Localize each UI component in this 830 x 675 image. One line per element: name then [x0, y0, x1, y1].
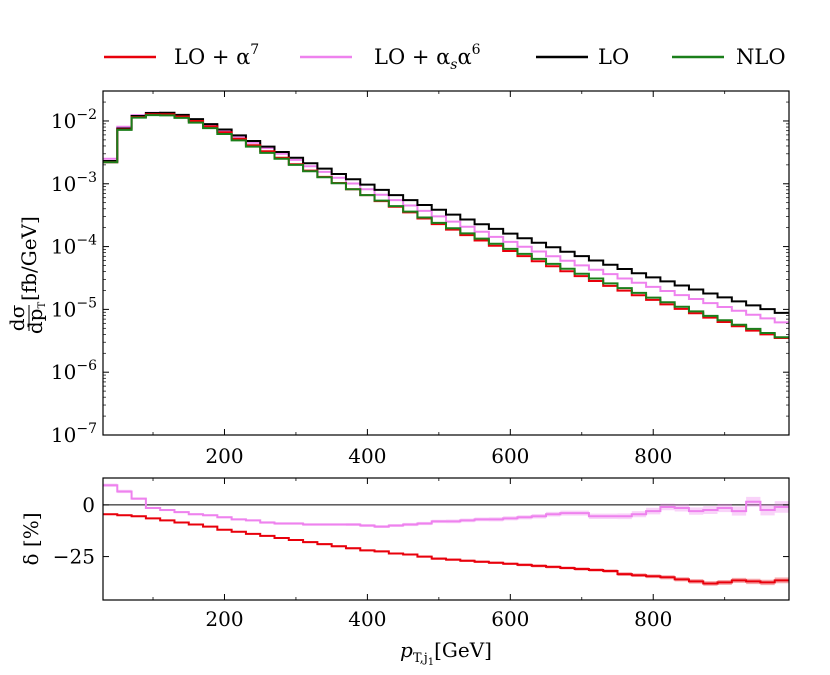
xlabel-symbol: p [400, 638, 413, 662]
main-ytick-exponent: −2 [76, 107, 97, 123]
ratio-ytick-label: 0 [82, 493, 95, 517]
legend-label-sub: s [450, 57, 457, 73]
ratio-line-lo_a7 [103, 513, 789, 585]
main-ytick-base: 10 [51, 423, 76, 447]
ratio-ylabel-rotated: δ [%] [19, 512, 43, 565]
series-line-lo [103, 111, 789, 314]
main-xtick-label: 400 [348, 444, 386, 468]
main-ytick-exponent: −7 [76, 421, 97, 437]
ratio-plot-frame [102, 477, 790, 601]
legend-label-text: LO + α [174, 45, 250, 69]
main-ytick-base: 10 [51, 297, 76, 321]
ratio-ytick-label: −25 [53, 545, 95, 569]
legend-label-sup: 6 [472, 42, 481, 58]
ratio-y-axis-label: δ [%] [19, 512, 43, 565]
xlabel-text: pT,j1[GeV] [400, 638, 492, 668]
main-ytick-exponent: −3 [76, 170, 97, 186]
main-ytick-base: 10 [51, 109, 76, 133]
ratio-xtick-label: 200 [205, 607, 243, 631]
ratio-line-lo_asa6 [103, 484, 789, 528]
main-ytick-label: 10−3 [51, 170, 97, 196]
main-ytick-base: 10 [51, 235, 76, 259]
ylabel-fraction-numerator: dσ [5, 304, 29, 331]
ratio-band-lo_a7 [103, 513, 789, 586]
ratio-xtick-label: 800 [634, 607, 672, 631]
main-xtick-label: 200 [205, 444, 243, 468]
legend-label-lo: LO [598, 45, 629, 69]
legend-entry-lo_asa6: LO + αsα6 [300, 42, 481, 73]
xlabel-subsubscript: 1 [428, 657, 434, 668]
legend-label-lo_a7: LO + α7 [174, 42, 259, 69]
xlabel-subscript: T,j [413, 651, 428, 666]
main-ytick-base: 10 [51, 172, 76, 196]
main-plot-frame [102, 90, 790, 436]
legend: LO + α7 LO + αsα6 LO NLO [104, 42, 786, 73]
ratio-xtick-label: 400 [348, 607, 386, 631]
ratio-series-group [103, 483, 789, 586]
legend-entry-nlo: NLO [672, 45, 786, 69]
ratio-xtick-label: 600 [491, 607, 529, 631]
ylabel-fraction-denominator: dpT [23, 302, 48, 335]
legend-label-text: NLO [736, 45, 786, 69]
series-line-lo_asa6 [103, 111, 789, 324]
main-ytick-exponent: −6 [76, 358, 97, 374]
x-axis-label: pT,j1[GeV] [400, 638, 492, 668]
main-xtick-label: 600 [491, 444, 529, 468]
legend-label-nlo: NLO [736, 45, 786, 69]
main-ytick-exponent: −5 [76, 295, 97, 311]
main-ytick-label: 10−6 [51, 358, 97, 384]
main-ytick-exponent: −4 [76, 233, 97, 249]
main-xtick-label: 800 [634, 444, 672, 468]
main-ytick-label: 10−4 [51, 233, 97, 259]
legend-label-sup: 7 [250, 42, 259, 58]
ratio-axis-ticks: 200 400 600 800 0 −25 [53, 478, 789, 631]
legend-label-text: LO + α [374, 45, 450, 69]
ratio-ylabel-text: δ [%] [19, 512, 43, 565]
legend-entry-lo: LO [536, 45, 629, 69]
main-ytick-label: 10−5 [51, 295, 97, 321]
main-ytick-base: 10 [51, 360, 76, 384]
ylabel-unit: [fb/GeV] [17, 216, 41, 301]
legend-entry-lo_a7: LO + α7 [104, 42, 259, 69]
ylabel-den-sub: T [37, 302, 48, 309]
xlabel-unit: [GeV] [434, 638, 492, 662]
series-line-nlo [103, 114, 789, 339]
main-ytick-label: 10−2 [51, 107, 97, 133]
ratio-panel: 200 400 600 800 0 −25 δ [%] pT,j1[GeV] [19, 477, 790, 668]
legend-label-lo_asa6: LO + αsα6 [374, 42, 481, 73]
legend-label-text2: α [457, 45, 471, 69]
legend-label-text: LO [598, 45, 629, 69]
main-series-group [103, 111, 789, 340]
main-ytick-label: 10−7 [51, 421, 97, 447]
ylabel-den-base: dp [23, 309, 47, 335]
